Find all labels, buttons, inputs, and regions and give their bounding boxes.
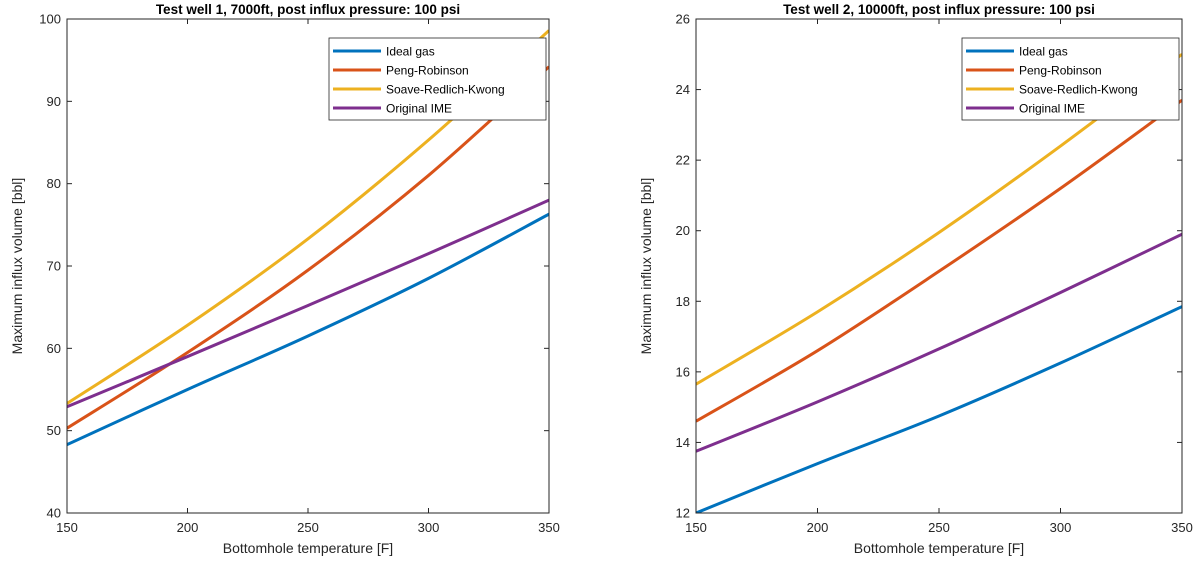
- y-tick-label: 26: [676, 12, 690, 27]
- y-tick-label: 16: [676, 364, 690, 379]
- y-tick-label: 80: [47, 176, 61, 191]
- y-tick-label: 18: [676, 294, 690, 309]
- chart-panel-2: 150 200 250 300 350 12 14 16 18 20 22 24 26 Bottomhol…: [638, 2, 1193, 556]
- y-tick-label: 90: [47, 94, 61, 109]
- legend-label-1: Ideal gas: [386, 45, 435, 59]
- legend-label-4: Original IME: [386, 102, 452, 116]
- x-tick-label: 300: [1050, 520, 1072, 535]
- legend-label-2: Peng-Robinson: [1019, 64, 1102, 78]
- legend: Ideal gas Peng-Robinson Soave-Redlich-Kwon…: [961, 37, 1180, 121]
- y-tick-label: 100: [39, 12, 61, 27]
- series-line-4: [67, 198, 549, 409]
- legend-label-2: Peng-Robinson: [386, 64, 469, 78]
- y-tick-label: 50: [47, 423, 61, 438]
- y-axis-label: Maximum influx volume [bbl]: [9, 178, 25, 355]
- series-line-4: [696, 232, 1182, 453]
- x-tick-label: 250: [928, 520, 950, 535]
- y-tick-label: 20: [676, 223, 690, 238]
- y-tick-label: 22: [676, 153, 690, 168]
- x-tick-label: 350: [538, 520, 560, 535]
- y-tick-label: 60: [47, 341, 61, 356]
- legend-label-3: Soave-Redlich-Kwong: [386, 83, 505, 97]
- legend: Ideal gas Peng-Robinson Soave-Redlich-Kwon…: [328, 37, 547, 121]
- series-line-2: [696, 98, 1182, 423]
- legend-label-3: Soave-Redlich-Kwong: [1019, 83, 1138, 97]
- chart-title: Test well 2, 10000ft, post influx pressu…: [783, 2, 1095, 17]
- y-axis-label: Maximum influx volume [bbl]: [638, 178, 654, 355]
- x-tick-label: 300: [418, 520, 440, 535]
- y-tick-label: 14: [676, 435, 690, 450]
- x-tick-label: 150: [685, 520, 707, 535]
- x-tick-label: 150: [56, 520, 78, 535]
- legend-label-4: Original IME: [1019, 102, 1085, 116]
- y-tick-label: 24: [676, 82, 690, 97]
- x-tick-label: 350: [1171, 520, 1193, 535]
- series-line-1: [696, 305, 1182, 513]
- x-tick-label: 250: [297, 520, 319, 535]
- chart-title: Test well 1, 7000ft, post influx pressur…: [156, 2, 460, 17]
- series-line-2: [67, 65, 549, 430]
- x-axis-label: Bottomhole temperature [F]: [223, 540, 393, 556]
- x-tick-label: 200: [177, 520, 199, 535]
- chart-panel-1: 150 200 250 300 350 40 50 60 70 80 90 100 Bottomhole…: [9, 2, 560, 556]
- y-tick-label: 70: [47, 259, 61, 274]
- legend-label-1: Ideal gas: [1019, 45, 1068, 59]
- x-tick-label: 200: [807, 520, 829, 535]
- series-line-1: [67, 212, 549, 447]
- y-tick-label: 40: [47, 506, 61, 521]
- y-tick-label: 12: [676, 506, 690, 521]
- x-axis-label: Bottomhole temperature [F]: [854, 540, 1024, 556]
